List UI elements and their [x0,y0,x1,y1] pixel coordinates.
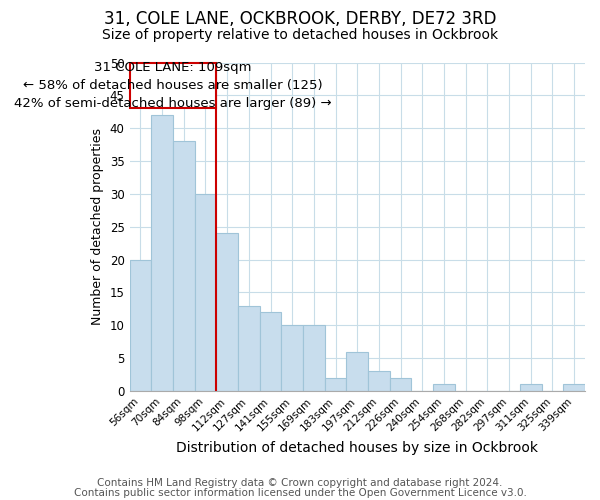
Text: Size of property relative to detached houses in Ockbrook: Size of property relative to detached ho… [102,28,498,42]
Bar [433,384,455,391]
Text: Contains HM Land Registry data © Crown copyright and database right 2024.: Contains HM Land Registry data © Crown c… [97,478,503,488]
FancyBboxPatch shape [130,62,216,108]
X-axis label: Distribution of detached houses by size in Ockbrook: Distribution of detached houses by size … [176,441,538,455]
Bar [325,378,346,391]
Y-axis label: Number of detached properties: Number of detached properties [91,128,104,325]
Bar [238,306,260,391]
Bar [173,142,194,391]
Text: 31 COLE LANE: 109sqm
← 58% of detached houses are smaller (125)
42% of semi-deta: 31 COLE LANE: 109sqm ← 58% of detached h… [14,61,332,110]
Bar [216,234,238,391]
Bar [368,371,390,391]
Text: 31, COLE LANE, OCKBROOK, DERBY, DE72 3RD: 31, COLE LANE, OCKBROOK, DERBY, DE72 3RD [104,10,496,28]
Bar [194,194,216,391]
Bar [281,326,303,391]
Bar [346,352,368,391]
Bar [520,384,542,391]
Bar [303,326,325,391]
Text: Contains public sector information licensed under the Open Government Licence v3: Contains public sector information licen… [74,488,526,498]
Bar [130,260,151,391]
Bar [563,384,585,391]
Bar [260,312,281,391]
Bar [390,378,412,391]
Bar [151,115,173,391]
